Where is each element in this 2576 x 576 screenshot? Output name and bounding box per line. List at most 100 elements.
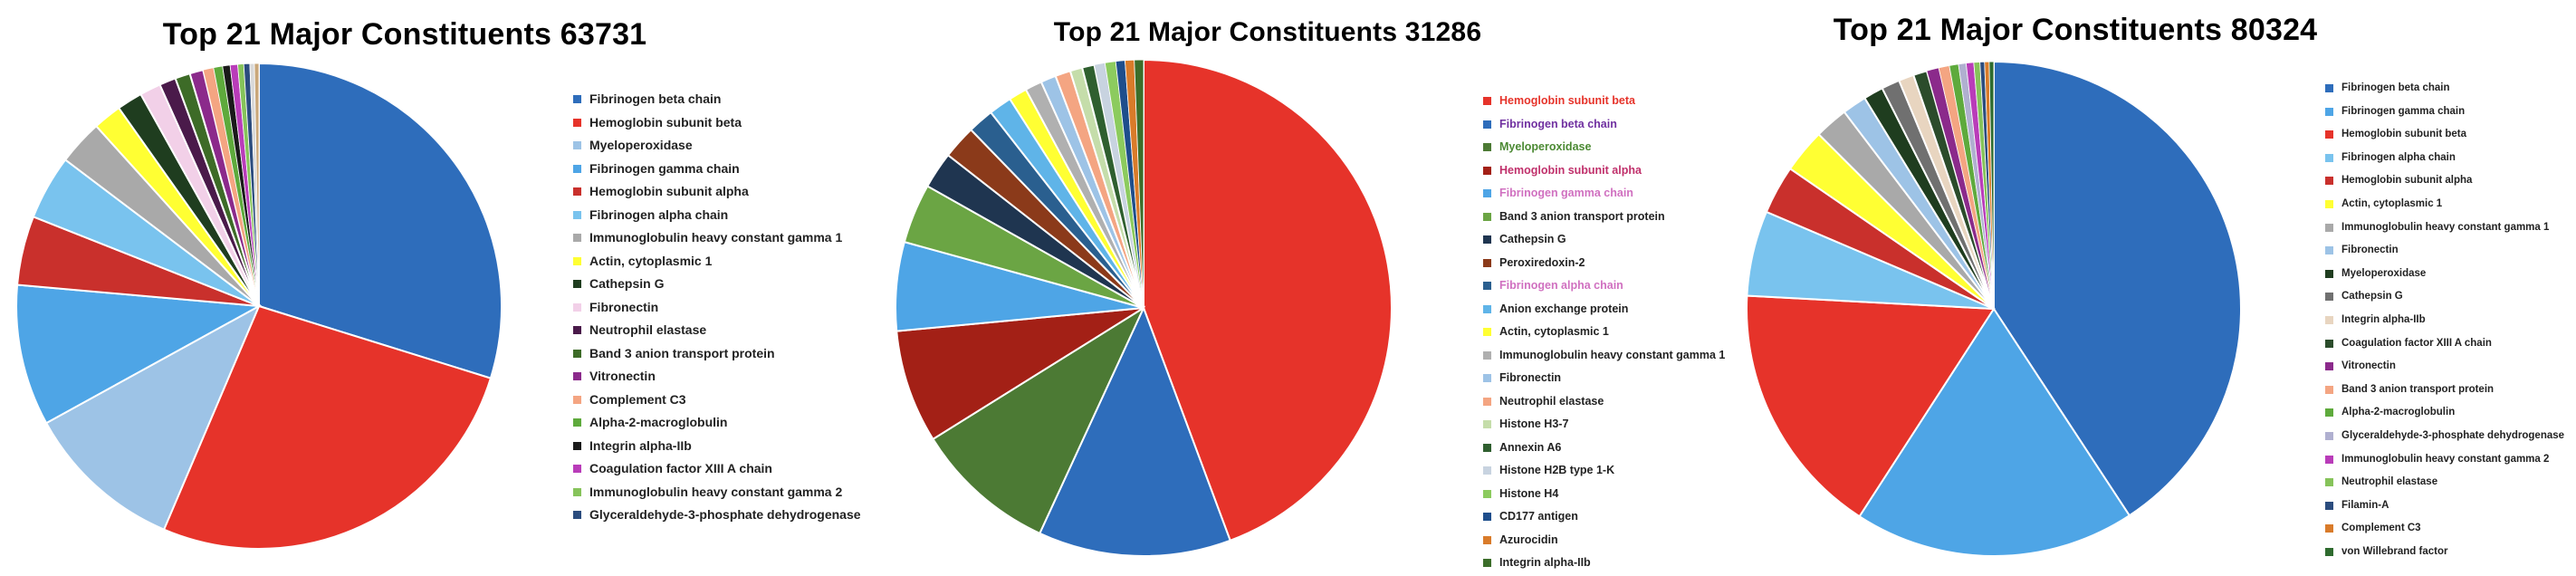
chart-title: Top 21 Major Constituents 80324 [1833, 13, 2318, 47]
legend-swatch [1483, 235, 1491, 244]
legend-swatch [2325, 315, 2333, 324]
pie-slice-myeloperoxidase [932, 305, 1146, 535]
legend-swatch [573, 418, 581, 427]
legend-swatch [2325, 246, 2333, 255]
legend-swatch [573, 234, 581, 242]
legend-label: Cathepsin G [589, 276, 665, 291]
legend-label: Vitronectin [589, 369, 656, 383]
pie-slice-von-willebrand-factor [1988, 61, 1995, 310]
legend-label: Glyceraldehyde-3-phosphate dehydrogenase [589, 507, 861, 522]
legend-swatch [2325, 199, 2333, 208]
pie-slice-hemoglobin-subunit-alpha [895, 307, 1144, 441]
legend-label: Immunoglobulin heavy constant gamma 2 [589, 484, 843, 499]
legend-label: Cathepsin G [1499, 233, 1566, 245]
pie-chart-80324: Top 21 Major Constituents 80324 Fibrinog… [1720, 0, 2576, 565]
legend-swatch [573, 487, 581, 496]
legend-label: Integrin alpha-IIb [589, 437, 692, 453]
legend-swatch [573, 164, 581, 173]
legend-swatch [2325, 501, 2333, 510]
legend-label: Myeloperoxidase [589, 138, 693, 152]
legend-label: Alpha-2-macroglobulin [589, 415, 728, 429]
legend-label: Alpha-2-macroglobulin [2341, 407, 2456, 418]
legend-label: Fibrinogen alpha chain [2341, 151, 2456, 163]
legend-label: Anion exchange protein [1499, 302, 1629, 315]
legend-swatch [573, 210, 581, 219]
legend-label: Annexin A6 [1499, 440, 1562, 454]
legend-label: Immunoglobulin heavy constant gamma 1 [589, 230, 843, 245]
legend-swatch [1483, 489, 1491, 498]
legend-swatch [573, 326, 581, 334]
legend-swatch [2325, 385, 2333, 394]
legend-label: Azurocidin [1499, 533, 1558, 546]
legend-swatch [1483, 282, 1491, 290]
legend-swatch [573, 141, 581, 149]
legend-swatch [2325, 362, 2333, 371]
legend-label: Neutrophil elastase [2341, 476, 2438, 488]
pie-slice-hemoglobin-subunit-beta [162, 304, 493, 550]
legend-label: Coagulation factor XIII A chain [2341, 337, 2492, 349]
legend-swatch [573, 465, 581, 473]
legend-swatch [1483, 420, 1491, 428]
legend-swatch [2325, 130, 2333, 139]
legend-label: Fibrinogen gamma chain [2341, 105, 2466, 117]
pie-slice-fibrinogen-gamma-chain [1858, 307, 2131, 557]
legend-label: Peroxiredoxin-2 [1499, 255, 1585, 269]
legend-label: Neutrophil elastase [1499, 394, 1604, 408]
pie-plot [895, 58, 1393, 557]
legend-swatch [1483, 166, 1491, 175]
legend-label: Band 3 anion transport protein [589, 345, 775, 360]
legend-swatch [2325, 339, 2333, 348]
legend-swatch [2325, 293, 2333, 302]
legend-label: Myeloperoxidase [2341, 267, 2427, 279]
legend-label: Complement C3 [589, 391, 686, 407]
legend-label: Fibronectin [589, 299, 659, 314]
legend-label: Band 3 anion transport protein [2341, 383, 2495, 395]
pie-slice-integrin-alpha-iib [1134, 59, 1144, 309]
pie-slice-myeloperoxidase [44, 303, 262, 531]
legend-label: Immunoglobulin heavy constant gamma 1 [2341, 221, 2550, 233]
legend-swatch [573, 280, 581, 288]
legend-label: Fibrinogen beta chain [589, 91, 722, 106]
legend-label: Neutrophil elastase [589, 322, 707, 337]
pie-plot [15, 62, 503, 550]
legend-swatch [573, 118, 581, 127]
legend-swatch [2325, 408, 2333, 418]
legend-label: von Willebrand factor [2341, 545, 2448, 557]
legend-label: Immunoglobulin heavy constant gamma 1 [1499, 348, 1726, 361]
legend-swatch [1483, 212, 1491, 221]
legend-swatch [1483, 189, 1491, 197]
legend-label: Complement C3 [2341, 523, 2421, 534]
legend-label: Fibrinogen gamma chain [589, 160, 740, 176]
legend-label: Hemoglobin subunit alpha [2341, 175, 2473, 187]
legend-label: Hemoglobin subunit beta [589, 114, 742, 130]
legend-swatch [2325, 431, 2333, 440]
legend-label: Histone H3-7 [1499, 418, 1569, 430]
legend-label: Cathepsin G [2341, 291, 2403, 302]
legend-swatch [1483, 97, 1491, 105]
legend-label: Histone H2B type 1-K [1499, 464, 1615, 476]
legend-label: Hemoglobin subunit alpha [589, 184, 749, 198]
legend-swatch [573, 372, 581, 380]
pie-chart-31286: Top 21 Major Constituents 31286 Hemoglob… [860, 0, 1725, 569]
legend-swatch [1483, 304, 1491, 313]
legend-label: Integrin alpha-IIb [2341, 313, 2426, 325]
pie-slice-fibrinogen-beta-chain [1039, 305, 1231, 557]
legend-label: Actin, cytoplasmic 1 [1499, 325, 1609, 338]
legend-swatch [2325, 524, 2333, 533]
legend-swatch [1483, 443, 1491, 452]
legend-label: Actin, cytoplasmic 1 [589, 253, 713, 268]
legend-label: Integrin alpha-IIb [1499, 556, 1591, 569]
legend-label: Fibrinogen beta chain [2341, 82, 2450, 93]
legend-label: CD177 antigen [1499, 510, 1578, 523]
pie-slice-fibrinogen-gamma-chain [15, 283, 263, 425]
pie-plot [1745, 60, 2242, 557]
legend-label: Actin, cytoplasmic 1 [2341, 197, 2443, 209]
legend-label: Coagulation factor XIII A chain [589, 461, 772, 475]
legend-swatch [1483, 559, 1491, 567]
legend-swatch [1483, 535, 1491, 544]
legend-label: Fibronectin [2341, 245, 2399, 256]
legend-label: Fibrinogen gamma chain [1499, 187, 1633, 199]
legend-label: Filamin-A [2341, 499, 2389, 511]
legend-swatch [2325, 107, 2333, 116]
legend-swatch [2325, 455, 2333, 464]
